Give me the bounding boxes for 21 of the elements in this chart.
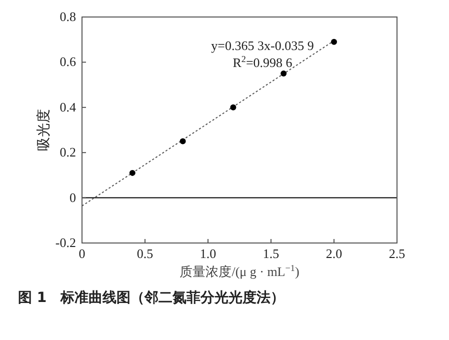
y-tick-label: 0.4 xyxy=(60,99,76,114)
y-tick-label: 0.2 xyxy=(60,144,76,160)
annotation: R$^{2}$=0.998 6 xyxy=(232,54,293,70)
point xyxy=(331,38,337,45)
x-tick-label: 2.0 xyxy=(326,246,342,261)
x-tick-label: 1.5 xyxy=(262,246,280,261)
y-tick-label: -0.2 xyxy=(55,235,76,250)
point xyxy=(180,138,186,144)
y-axis-title: 吸光度 xyxy=(36,109,52,151)
y-tick-label: 0 xyxy=(70,190,76,205)
point xyxy=(230,104,236,110)
x-tick-label: 1.0 xyxy=(200,246,216,261)
x-tick-label: 0.5 xyxy=(136,246,154,261)
y-tick-label: 0.6 xyxy=(60,54,76,70)
annotation: y=0.365 3x-0.035 9 xyxy=(211,38,314,53)
point xyxy=(280,70,287,76)
x-tick-label: 2.5 xyxy=(388,246,406,261)
x-axis-title: 质量浓度/(μ g · mL$^{−1}$) xyxy=(180,263,300,279)
y-tick-label: 0.8 xyxy=(60,9,76,24)
caption: 图 1 标准曲线图（邻二氮菲分光光度法） xyxy=(18,289,285,306)
point xyxy=(129,170,136,176)
